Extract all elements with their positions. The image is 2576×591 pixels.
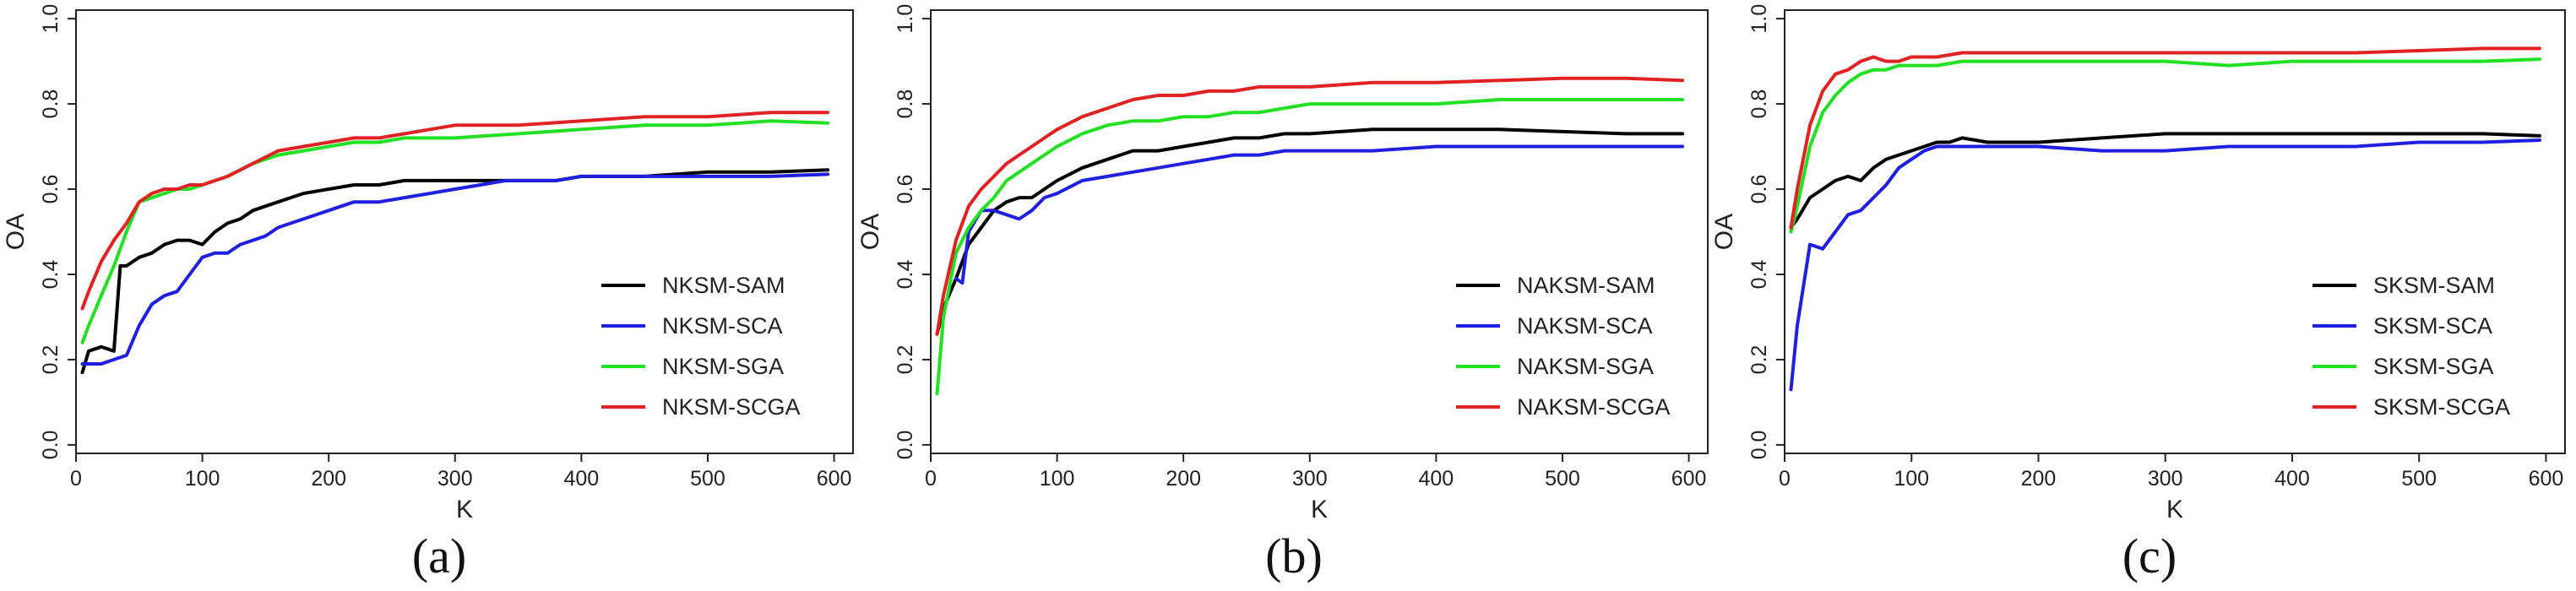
series-line-a-nksm-sca — [80, 172, 830, 366]
x-tick-label-a: 400 — [564, 467, 600, 491]
y-tick-label-b: 1.0 — [894, 4, 917, 34]
x-tick-label-b: 500 — [1545, 467, 1580, 491]
legend-label-b-naksm-sam: NAKSM-SAM — [1517, 273, 1655, 298]
x-tick-label-a: 200 — [311, 467, 346, 491]
x-axis-title-c: K — [2166, 496, 2183, 523]
y-axis-title-b: OA — [856, 214, 884, 250]
y-tick-label-b: 0.0 — [894, 431, 917, 460]
series-line-b-naksm-sga — [935, 98, 1685, 396]
series-line-c-sksm-sam — [1789, 132, 2541, 230]
series-line-b-naksm-sca — [954, 144, 1685, 285]
x-tick-label-a: 500 — [690, 467, 726, 491]
x-tick-label-b: 200 — [1166, 467, 1201, 491]
x-axis-title-a: K — [456, 496, 473, 523]
series-line-b-naksm-scga — [935, 76, 1685, 336]
y-tick-label-c: 0.0 — [1747, 431, 1771, 460]
x-tick-label-c: 400 — [2274, 467, 2310, 491]
y-tick-label-c: 0.2 — [1747, 345, 1771, 375]
y-tick-label-a: 0.4 — [39, 260, 62, 290]
y-tick-label-c: 0.4 — [1747, 260, 1771, 290]
y-tick-label-b: 0.8 — [894, 89, 917, 119]
legend-label-a-nksm-sca: NKSM-SCA — [662, 313, 783, 339]
panel-caption-a: (a) — [412, 529, 466, 583]
panel-caption-c: (c) — [2122, 529, 2177, 583]
x-tick-label-a: 300 — [437, 467, 473, 491]
x-tick-label-b: 600 — [1671, 467, 1707, 491]
panel-caption-b: (b) — [1265, 529, 1323, 583]
y-tick-label-c: 1.0 — [1747, 4, 1771, 34]
series-line-c-sksm-sga — [1789, 57, 2541, 234]
y-tick-label-a: 0.2 — [39, 345, 62, 375]
plot-frame-b — [930, 9, 1709, 454]
legend-label-c-sksm-sga: SKSM-SGA — [2373, 354, 2494, 379]
x-tick-label-a: 600 — [817, 467, 852, 491]
x-tick-label-c: 300 — [2148, 467, 2183, 491]
x-tick-label-a: 100 — [185, 467, 220, 491]
x-tick-label-b: 400 — [1419, 467, 1454, 491]
y-tick-label-b: 0.4 — [894, 260, 917, 290]
y-tick-label-c: 0.8 — [1747, 89, 1771, 119]
series-line-b-naksm-sam — [935, 127, 1685, 336]
y-tick-label-b: 0.2 — [894, 345, 917, 375]
y-tick-label-c: 0.6 — [1747, 175, 1771, 204]
plot-frame-c — [1784, 9, 2566, 454]
legend-label-a-nksm-sam: NKSM-SAM — [662, 273, 785, 298]
legend-label-b-naksm-sca: NAKSM-SCA — [1517, 313, 1653, 339]
legend-label-b-naksm-sga: NAKSM-SGA — [1517, 354, 1654, 379]
x-tick-label-b: 0 — [925, 467, 937, 491]
y-axis-title-a: OA — [2, 214, 30, 250]
y-tick-label-a: 0.6 — [39, 175, 62, 204]
x-tick-label-c: 500 — [2401, 467, 2437, 491]
series-line-c-sksm-scga — [1789, 46, 2541, 230]
x-tick-label-b: 100 — [1040, 467, 1075, 491]
legend-label-c-sksm-sca: SKSM-SCA — [2373, 313, 2492, 339]
x-tick-label-c: 0 — [1779, 467, 1791, 491]
series-line-a-nksm-sga — [80, 119, 830, 344]
y-tick-label-a: 0.8 — [39, 89, 62, 119]
x-tick-label-c: 600 — [2529, 467, 2564, 491]
y-tick-label-a: 1.0 — [39, 4, 62, 34]
legend-label-a-nksm-scga: NKSM-SCGA — [662, 394, 801, 420]
y-axis-title-c: OA — [1710, 214, 1738, 250]
series-line-a-nksm-scga — [80, 111, 830, 311]
x-tick-label-a: 0 — [70, 467, 82, 491]
x-axis-title-b: K — [1311, 496, 1328, 523]
legend-label-c-sksm-scga: SKSM-SCGA — [2373, 394, 2510, 420]
legend-label-a-nksm-sga: NKSM-SGA — [662, 354, 784, 379]
legend-label-c-sksm-sam: SKSM-SAM — [2373, 273, 2495, 298]
legend-label-b-naksm-scga: NAKSM-SCGA — [1517, 394, 1671, 420]
x-tick-label-b: 300 — [1292, 467, 1328, 491]
plot-frame-a — [75, 9, 854, 454]
x-tick-label-c: 100 — [1894, 467, 1929, 491]
y-tick-label-a: 0.0 — [39, 431, 62, 460]
x-tick-label-c: 200 — [2021, 467, 2057, 491]
y-tick-label-b: 0.6 — [894, 175, 917, 204]
series-line-c-sksm-sca — [1789, 138, 2541, 392]
